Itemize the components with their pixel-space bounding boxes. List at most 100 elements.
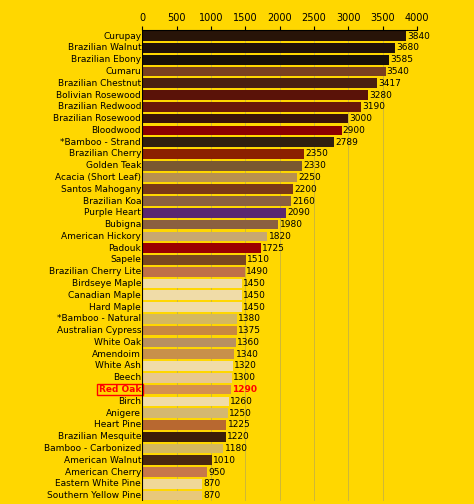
- Bar: [142, 408, 228, 418]
- Text: Cumaru: Cumaru: [105, 67, 141, 76]
- Text: 3000: 3000: [350, 114, 373, 123]
- Text: Beech: Beech: [113, 373, 141, 382]
- Bar: [142, 173, 297, 182]
- Bar: [142, 231, 267, 241]
- Text: 1300: 1300: [233, 373, 256, 382]
- Text: 1510: 1510: [247, 256, 270, 265]
- Text: 1180: 1180: [225, 444, 247, 453]
- Bar: [142, 137, 334, 147]
- Bar: [142, 208, 286, 218]
- Bar: [142, 397, 229, 406]
- Text: 1320: 1320: [234, 361, 257, 370]
- Text: 2900: 2900: [343, 126, 365, 135]
- Bar: [142, 314, 237, 324]
- Text: Brazilian Walnut: Brazilian Walnut: [67, 43, 141, 52]
- Text: Brazilian Ebony: Brazilian Ebony: [71, 55, 141, 64]
- Bar: [142, 373, 231, 383]
- Text: Eastern White Pine: Eastern White Pine: [55, 479, 141, 488]
- Text: *Bamboo - Strand: *Bamboo - Strand: [60, 138, 141, 147]
- Bar: [142, 279, 242, 288]
- Bar: [142, 267, 245, 277]
- Bar: [142, 220, 278, 229]
- Text: 1450: 1450: [243, 291, 266, 300]
- Bar: [142, 338, 236, 347]
- Text: Birch: Birch: [118, 397, 141, 406]
- Text: Brazilian Cherry: Brazilian Cherry: [69, 150, 141, 158]
- Text: 3585: 3585: [390, 55, 413, 64]
- Text: 1010: 1010: [213, 456, 236, 465]
- Text: American Hickory: American Hickory: [61, 232, 141, 241]
- Text: Golden Teak: Golden Teak: [86, 161, 141, 170]
- Text: 2330: 2330: [303, 161, 327, 170]
- Text: 950: 950: [209, 468, 226, 476]
- Text: Purple Heart: Purple Heart: [84, 208, 141, 217]
- Bar: [142, 432, 226, 442]
- Text: Brazilian Redwood: Brazilian Redwood: [58, 102, 141, 111]
- Text: 1725: 1725: [262, 244, 285, 253]
- Text: 1290: 1290: [232, 385, 257, 394]
- Bar: [142, 243, 261, 253]
- Text: Brazilian Cherry Lite: Brazilian Cherry Lite: [49, 267, 141, 276]
- Text: 3417: 3417: [378, 79, 401, 88]
- Bar: [142, 491, 202, 500]
- Bar: [142, 302, 242, 312]
- Text: Birdseye Maple: Birdseye Maple: [72, 279, 141, 288]
- Text: White Oak: White Oak: [94, 338, 141, 347]
- Text: 870: 870: [203, 479, 220, 488]
- Text: Brazilian Mesquite: Brazilian Mesquite: [58, 432, 141, 441]
- Text: Canadian Maple: Canadian Maple: [68, 291, 141, 300]
- Bar: [142, 255, 246, 265]
- Text: Red Oak: Red Oak: [99, 385, 141, 394]
- Text: Amendoim: Amendoim: [92, 350, 141, 359]
- Text: 1340: 1340: [236, 350, 258, 359]
- Text: 2789: 2789: [335, 138, 358, 147]
- Bar: [142, 125, 341, 135]
- Text: Hard Maple: Hard Maple: [90, 302, 141, 311]
- Bar: [142, 149, 304, 159]
- Text: 3840: 3840: [407, 32, 430, 41]
- Text: Australian Cypress: Australian Cypress: [57, 326, 141, 335]
- Text: 3190: 3190: [363, 102, 386, 111]
- Text: Brazilian Rosewood: Brazilian Rosewood: [53, 114, 141, 123]
- Text: 2350: 2350: [305, 150, 328, 158]
- Text: 1360: 1360: [237, 338, 260, 347]
- Bar: [142, 90, 368, 100]
- Text: 1220: 1220: [228, 432, 250, 441]
- Text: 1225: 1225: [228, 420, 250, 429]
- Bar: [142, 184, 293, 194]
- Text: 1450: 1450: [243, 302, 266, 311]
- Text: Curupay: Curupay: [103, 32, 141, 41]
- Text: Brazilian Koa: Brazilian Koa: [82, 197, 141, 206]
- Bar: [142, 349, 234, 359]
- Text: American Walnut: American Walnut: [64, 456, 141, 465]
- Text: 1490: 1490: [246, 267, 269, 276]
- Text: 2250: 2250: [298, 173, 321, 182]
- Bar: [142, 196, 291, 206]
- Text: 2160: 2160: [292, 197, 315, 206]
- Bar: [142, 385, 231, 395]
- Text: 1250: 1250: [229, 409, 252, 418]
- Bar: [142, 161, 302, 170]
- Text: Heart Pine: Heart Pine: [94, 420, 141, 429]
- Bar: [142, 479, 202, 489]
- Text: Sapele: Sapele: [110, 256, 141, 265]
- Bar: [142, 31, 406, 41]
- Text: Acacia (Short Leaf): Acacia (Short Leaf): [55, 173, 141, 182]
- Text: 3280: 3280: [369, 91, 392, 99]
- Bar: [142, 290, 242, 300]
- Bar: [142, 102, 362, 112]
- Text: Anigere: Anigere: [106, 409, 141, 418]
- Text: American Cherry: American Cherry: [65, 468, 141, 476]
- Text: Southern Yellow Pine: Southern Yellow Pine: [47, 491, 141, 500]
- Text: Santos Mahogany: Santos Mahogany: [61, 185, 141, 194]
- Text: 2090: 2090: [287, 208, 310, 217]
- Bar: [142, 444, 223, 453]
- Bar: [142, 55, 389, 65]
- Text: 870: 870: [203, 491, 220, 500]
- Bar: [142, 467, 208, 477]
- Text: Bubigna: Bubigna: [104, 220, 141, 229]
- Text: 1980: 1980: [280, 220, 302, 229]
- Bar: [142, 326, 237, 336]
- Bar: [142, 361, 233, 371]
- Bar: [142, 67, 385, 76]
